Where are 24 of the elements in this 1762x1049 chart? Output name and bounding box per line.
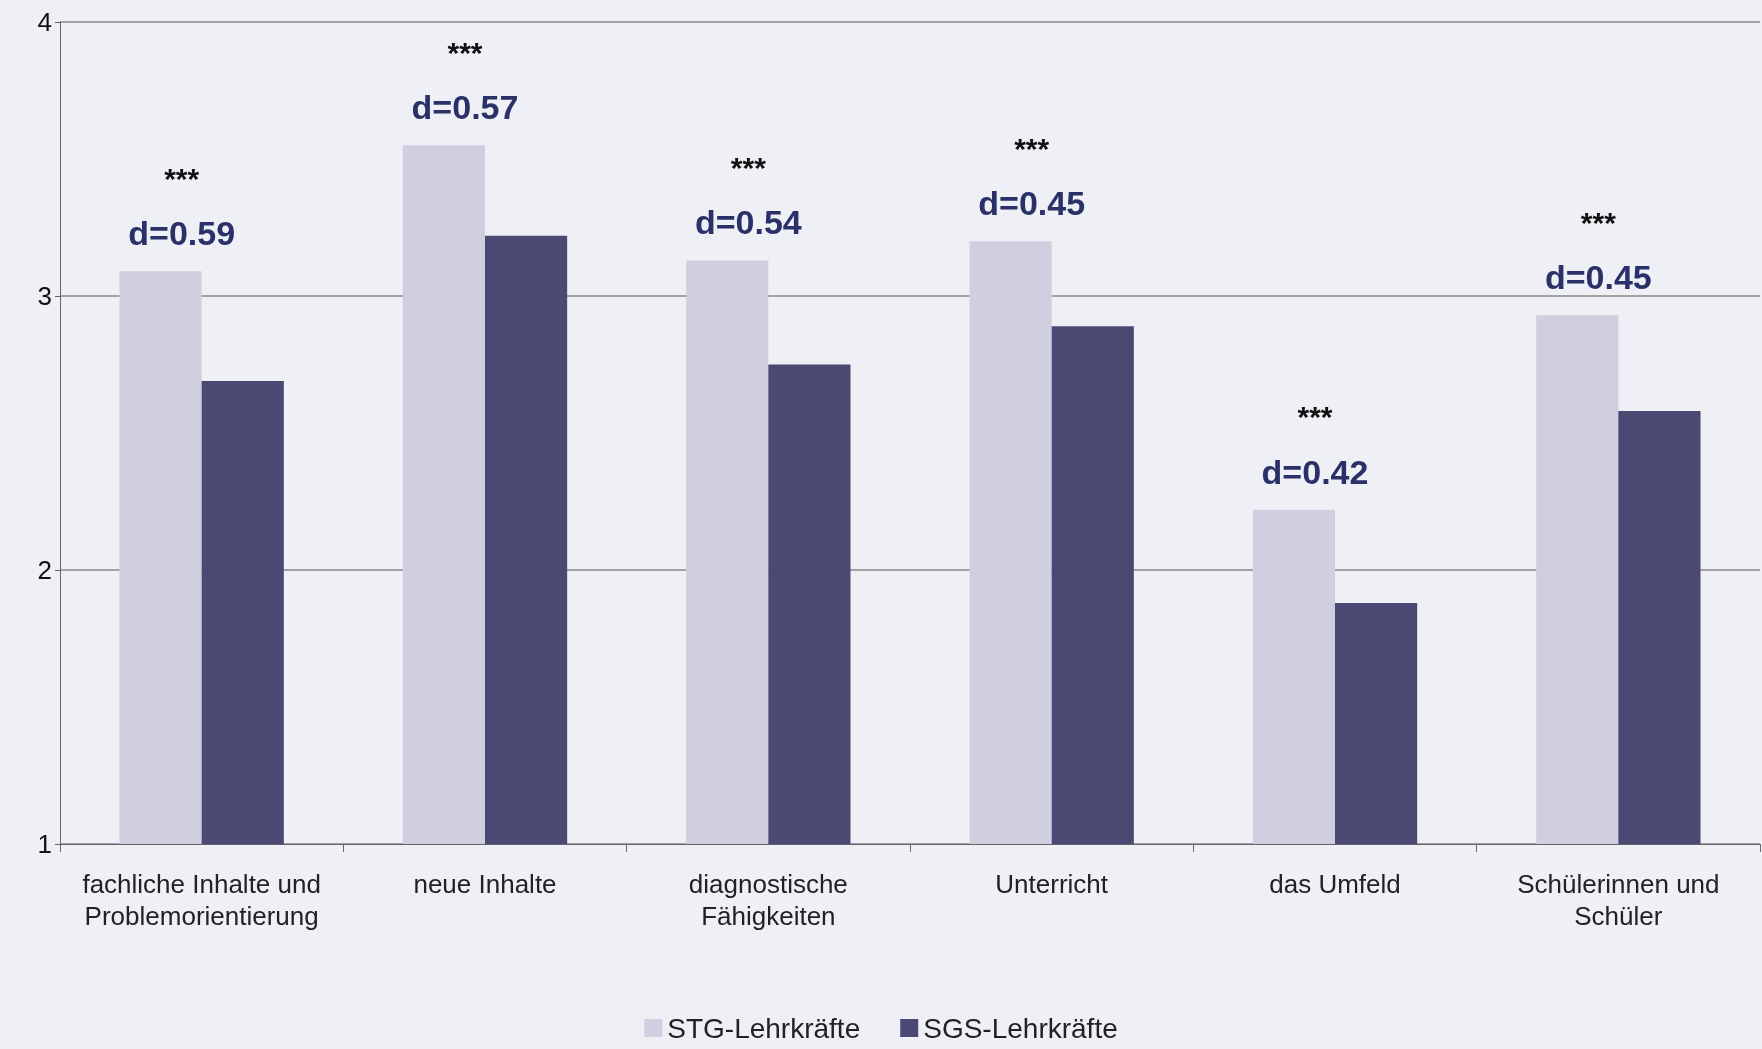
x-tick-label: das Umfeld [1269,869,1401,899]
y-tick-label: 4 [37,7,52,37]
annotation: *** [1014,131,1050,165]
x-tick-label: Unterricht [995,869,1109,899]
legend-label: SGS-Lehrkräfte [923,1012,1118,1044]
annotation: d=0.42 [1261,452,1369,491]
x-tick-label: diagnostische Fähigkeiten [688,869,848,931]
annotation: d=0.59 [128,214,236,253]
x-tick-label: Schülerinnen und Schüler [1517,869,1720,931]
annotation: d=0.57 [411,88,519,127]
annotation: *** [447,35,483,69]
annotation: *** [730,150,767,184]
x-tick-label: neue Inhalte [413,869,557,899]
y-tick-label: 3 [37,281,52,311]
annotation: d=0.54 [694,203,802,242]
annotation: *** [164,161,200,195]
annotation: *** [1297,400,1333,434]
annotation: d=0.45 [1544,258,1652,297]
y-tick-label: 2 [37,555,52,585]
x-tick-label: fachliche Inhalte und Problemorientierung [82,869,321,931]
annotation: *** [1580,205,1617,239]
y-tick-label: 1 [37,829,52,859]
annotation: d=0.45 [978,184,1086,223]
legend-label: STG-Lehrkräfte [667,1012,861,1044]
